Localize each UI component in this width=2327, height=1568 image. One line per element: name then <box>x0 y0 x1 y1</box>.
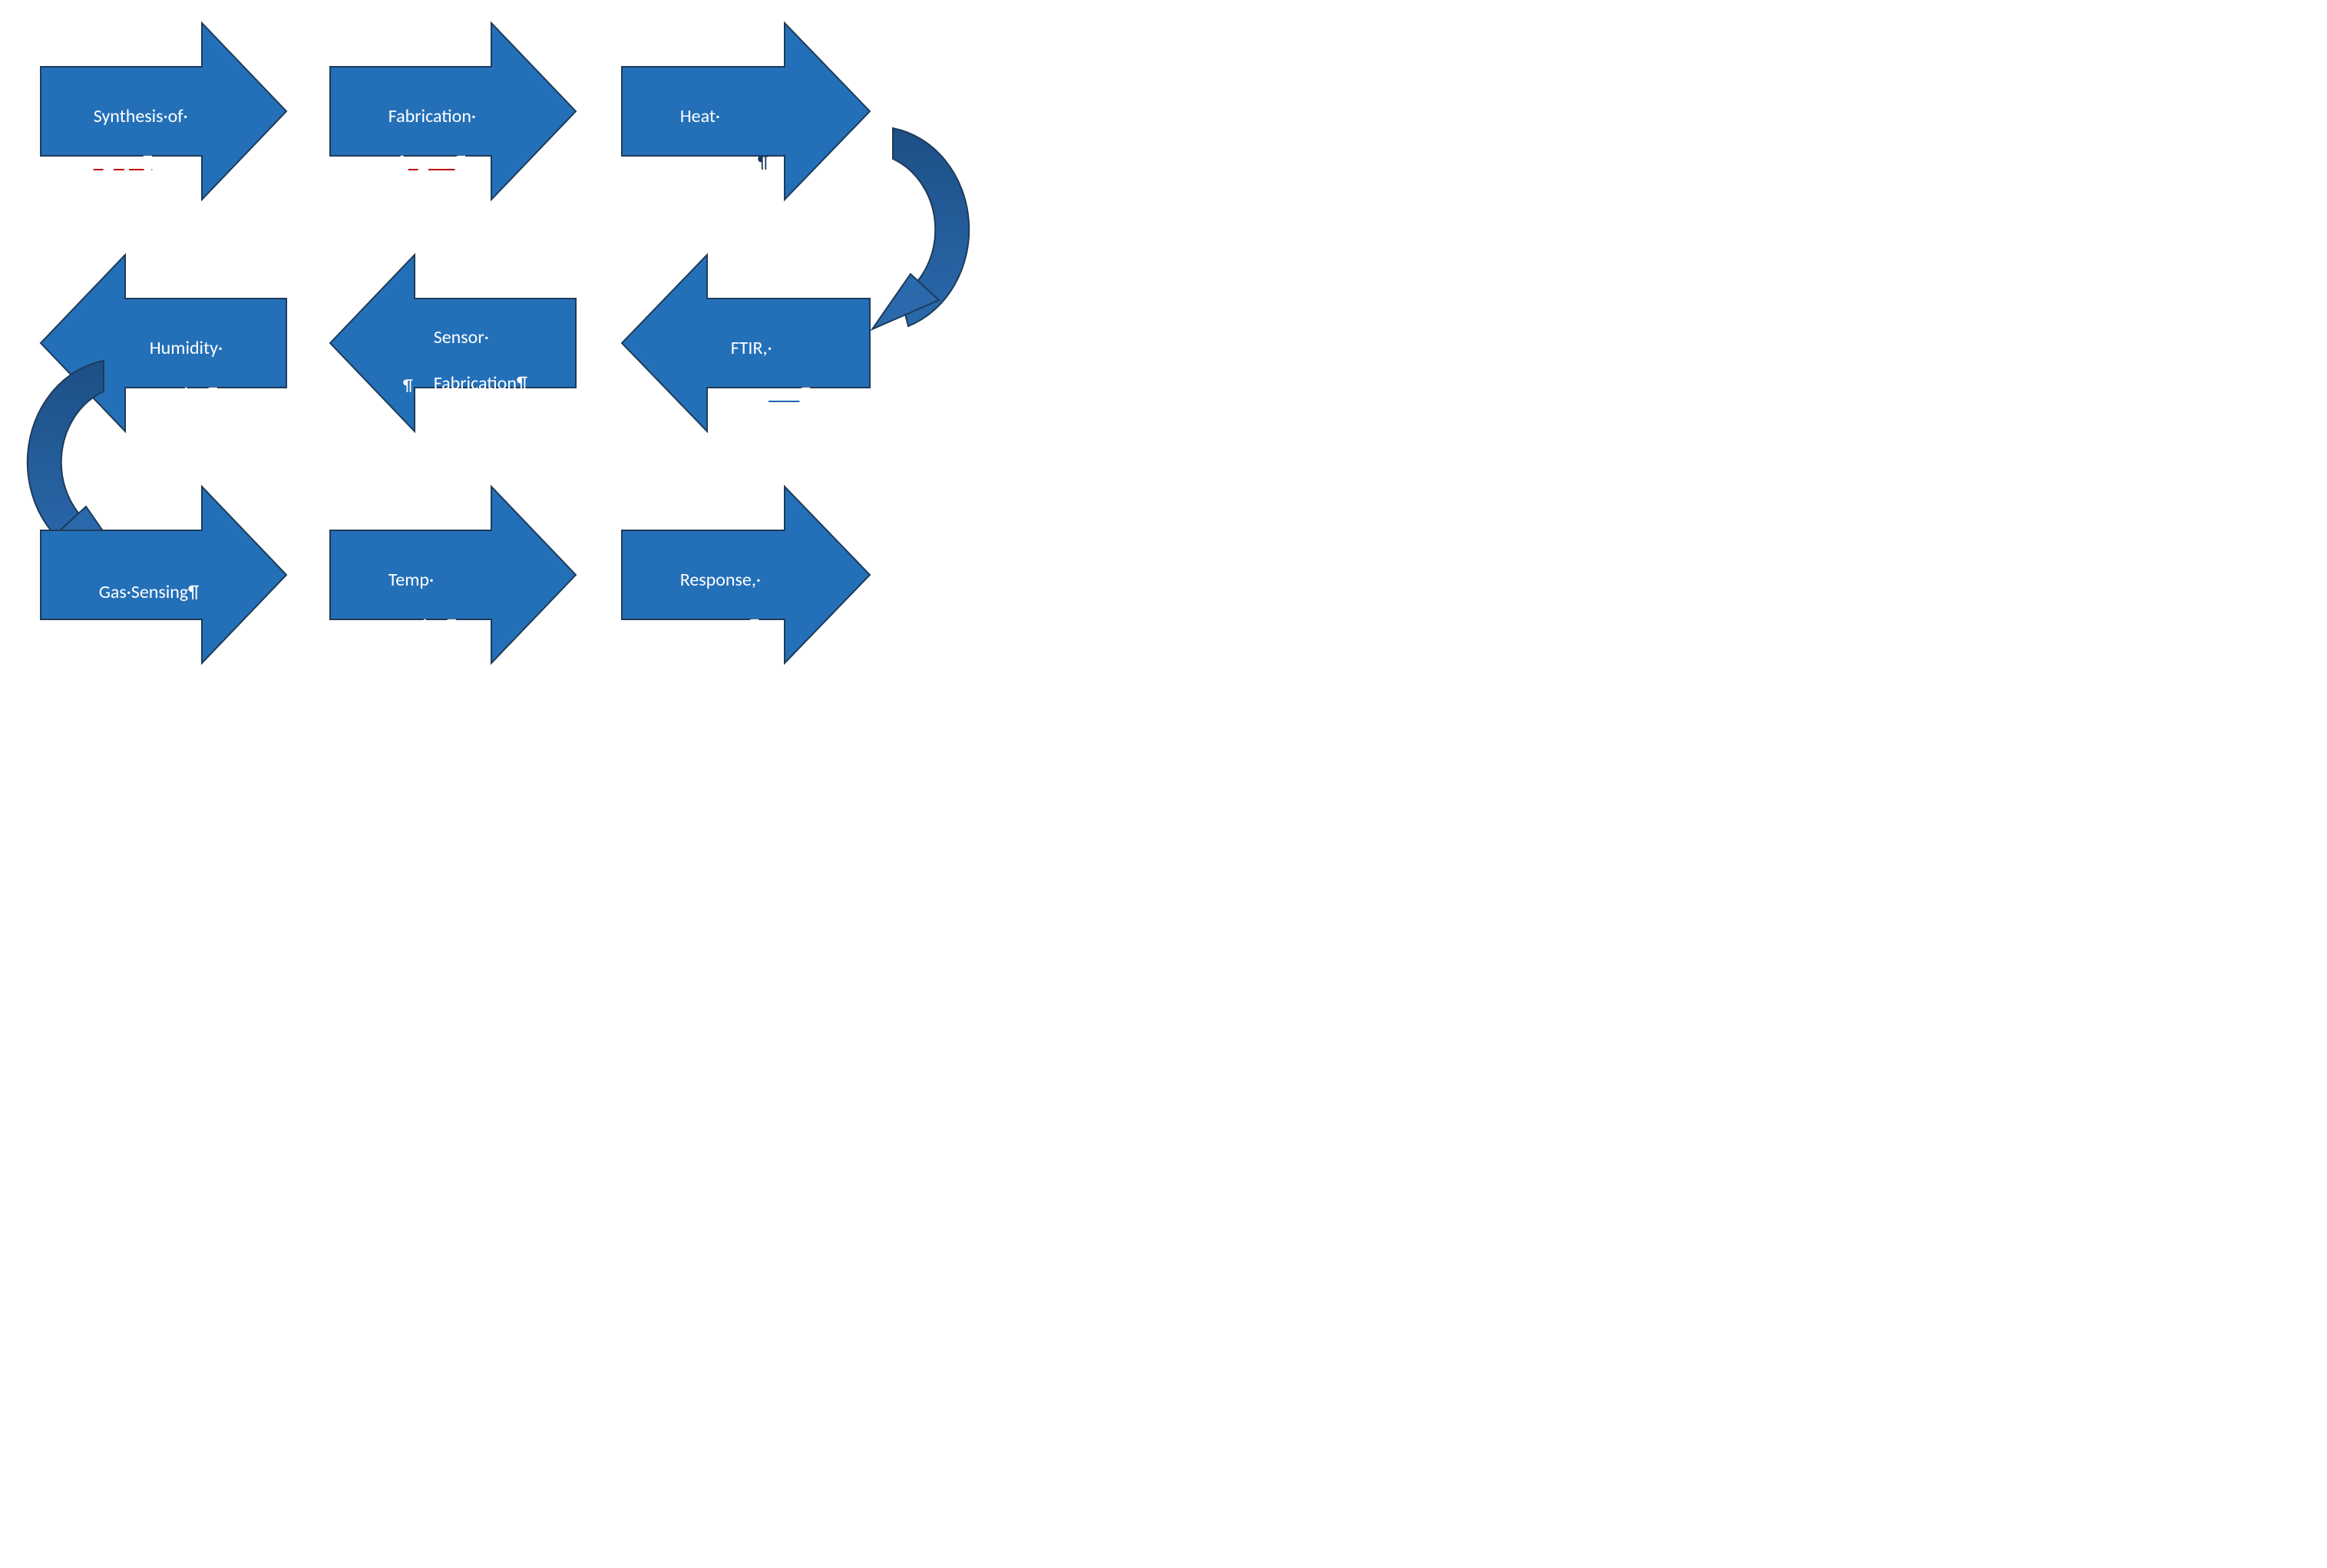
curved-arrow-right <box>866 124 1012 337</box>
node-synthesis <box>41 23 286 200</box>
node-fabrication-agnfs <box>330 23 576 200</box>
node-heat-treatment <box>622 23 870 200</box>
node-sensor-fabrication <box>330 255 576 431</box>
flowchart-canvas: Synthesis·of· AgNps¶ Fabrication· of·AgN… <box>0 0 1023 690</box>
node-response-recovery <box>622 487 870 663</box>
node-gas-sensing <box>41 487 286 663</box>
node-ftir-sem-xrd <box>622 255 870 431</box>
node-temp-sensing <box>330 487 576 663</box>
